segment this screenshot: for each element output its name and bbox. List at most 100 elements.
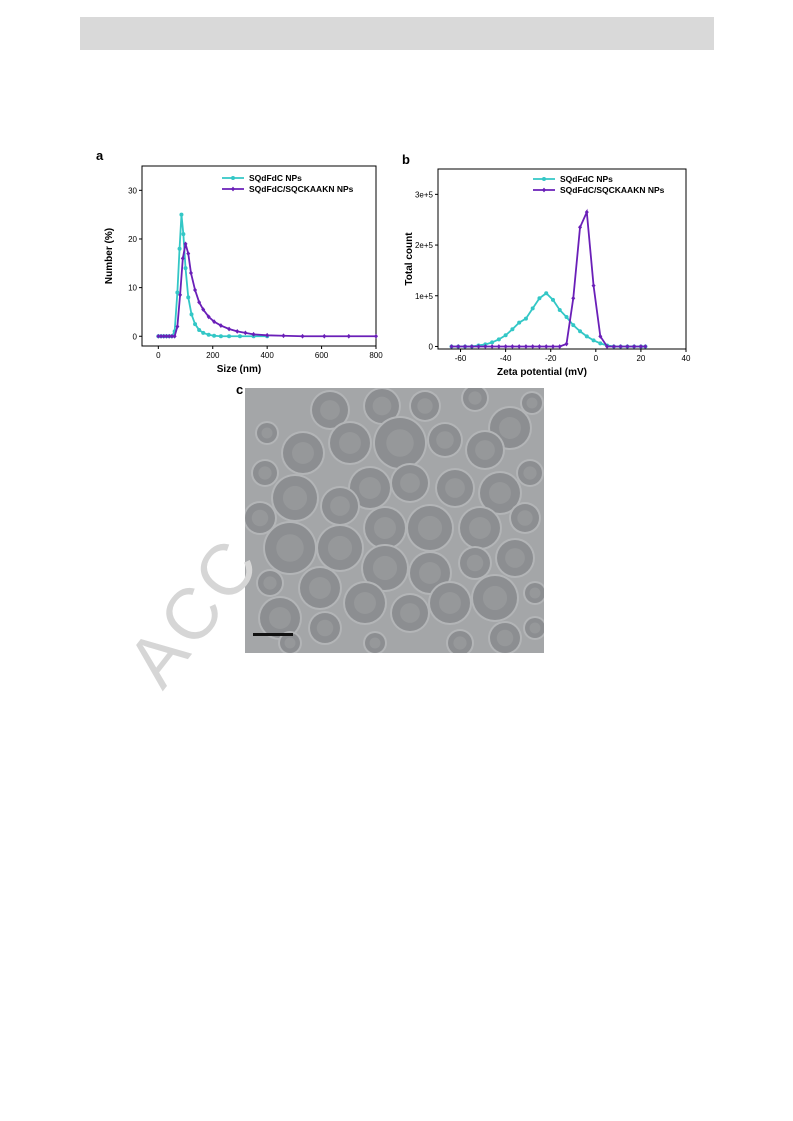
legend-label: SQdFdC/SQCKAAKN NPs [560,185,665,195]
legend-swatch-marker [231,176,235,180]
x-tick-label: -20 [545,354,557,363]
data-point [186,295,191,300]
data-point [523,344,528,349]
data-point [591,283,596,289]
series-0 [449,291,648,349]
data-point [496,337,501,342]
data-point [169,333,174,339]
data-point [206,314,211,320]
y-axis-title: Total count [404,232,415,286]
data-point [537,344,542,349]
nanoparticle-core [372,555,398,581]
nanoparticle-core [386,429,414,457]
nanoparticle-core [359,477,381,499]
data-point [456,344,461,349]
data-point [374,333,378,339]
series-line [158,243,376,338]
data-point [281,333,286,339]
data-point [178,292,183,298]
data-point [197,299,202,305]
data-point [193,287,198,293]
legend-swatch-marker [542,187,546,193]
nanoparticle-core [419,562,441,584]
x-tick-label: -60 [455,354,467,363]
legend-swatch-marker [542,177,546,181]
nanoparticle-core [468,391,482,405]
y-tick-label: 3e+5 [415,190,434,199]
data-point [557,307,562,312]
nanoparticle-core [276,534,304,562]
data-point [476,344,481,349]
data-point [167,333,172,339]
data-point [179,212,184,217]
data-point [537,296,542,301]
nanoparticle-core [499,417,521,439]
x-axis-title: Zeta potential (mV) [497,367,587,378]
x-axis-title: Size (nm) [217,364,261,375]
data-point [584,209,589,215]
data-point [598,341,603,346]
nanoparticle-core [496,629,514,647]
data-point [218,334,223,339]
header-band [80,17,714,50]
y-tick-label: 0 [429,342,434,351]
data-point [496,344,501,349]
legend-entry: SQdFdC/SQCKAAKN NPs [222,184,354,194]
data-point [578,224,583,230]
x-tick-label: 400 [260,351,274,360]
data-point [235,329,240,334]
legend-label: SQdFdC NPs [560,174,613,184]
x-tick-label: 200 [206,351,220,360]
data-point [503,333,508,338]
nanoparticle-core [529,587,541,599]
legend-entry: SQdFdC NPs [533,174,613,184]
series-1 [156,241,378,339]
y-tick-label: 0 [133,332,138,341]
data-point [544,344,549,349]
data-point [483,344,488,349]
x-tick-label: 40 [682,354,691,363]
data-point [175,324,180,329]
data-point [463,344,468,349]
data-point [571,295,576,301]
nanoparticle-core [517,510,533,526]
data-point [571,323,576,328]
nanoparticle-core [445,478,465,498]
data-point [591,338,596,343]
data-point [530,306,535,311]
nanoparticle-core [284,637,296,649]
nanoparticle-core [269,607,291,629]
data-point [625,344,630,349]
legend-swatch-marker [231,186,235,192]
legend-label: SQdFdC/SQCKAAKN NPs [249,184,354,194]
legend-entry: SQdFdC NPs [222,173,302,183]
nanoparticle-core [292,442,314,464]
data-point [227,334,232,339]
data-point [503,344,508,349]
data-point [212,333,217,338]
plot-frame [141,165,377,347]
y-tick-label: 30 [128,186,137,195]
nanoparticle-core [526,397,538,409]
data-point [265,332,270,338]
data-point [183,241,188,247]
series-1 [449,208,648,349]
y-tick-label: 10 [128,284,137,293]
nanoparticle-core [330,496,350,516]
nanoparticle-core [436,431,454,449]
nanoparticle-core [505,548,525,568]
data-point [632,344,637,349]
tem-particles [245,388,544,653]
data-point [201,307,206,312]
x-tick-label: 800 [369,351,383,360]
data-point [618,344,623,349]
data-point [517,344,522,349]
nanoparticle-core [400,603,420,623]
data-point [605,344,610,349]
nanoparticle-core [475,440,495,460]
data-point [172,333,177,339]
data-point [177,246,182,251]
data-point [300,333,305,339]
nanoparticle-core [354,592,376,614]
nanoparticle-core [327,535,353,561]
